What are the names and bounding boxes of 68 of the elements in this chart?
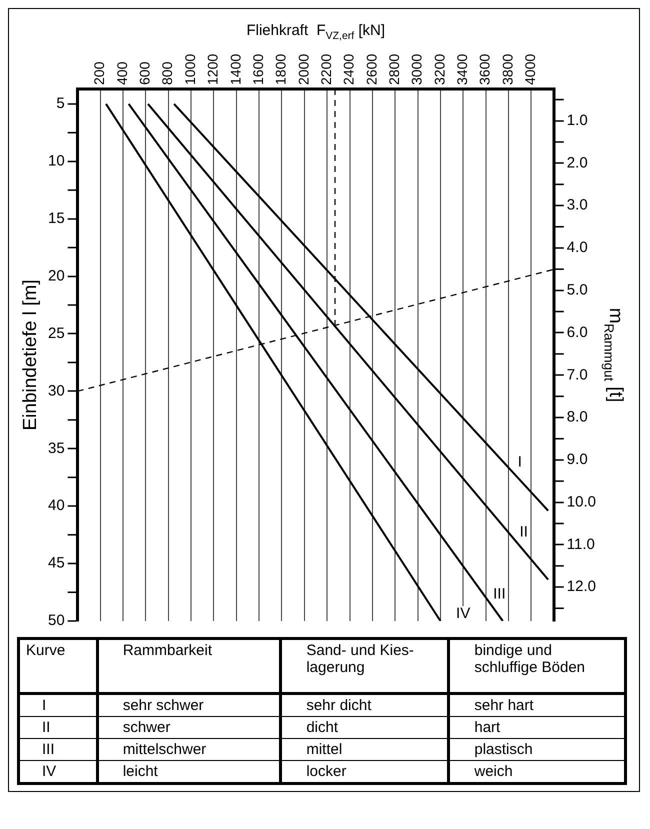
y2-tick-label: 6.0 — [566, 324, 588, 341]
x-tick-label: 200 — [91, 61, 108, 85]
x-tick-label: 2000 — [295, 54, 312, 85]
y2-tick-label: 9.0 — [566, 451, 588, 468]
x-tick-label: 1000 — [182, 54, 198, 85]
text: plastisch — [474, 741, 533, 758]
y-tick-label: 15 — [48, 210, 65, 227]
x-tick-label: 1800 — [272, 54, 289, 85]
x-tick-label: 400 — [114, 61, 130, 85]
y-tick-label: 35 — [48, 440, 65, 457]
annotation: I — [518, 454, 522, 471]
y2-tick-label: 7.0 — [566, 366, 588, 384]
category-label: bindige und schluffige Böden — [474, 642, 585, 676]
y-tick-label: 40 — [48, 497, 65, 514]
y-tick-label: 10 — [48, 152, 65, 170]
x-tick-label: 4000 — [522, 54, 538, 85]
x-tick-label: 2800 — [386, 54, 402, 85]
x-tick-label: 2200 — [318, 54, 334, 85]
y2-tick-label: 10.0 — [566, 493, 596, 510]
annotation: IV — [456, 605, 470, 622]
text: mittel — [306, 741, 342, 758]
x-tick-label: 3800 — [499, 54, 516, 85]
text: IV — [42, 763, 56, 780]
annotation: II — [520, 524, 528, 541]
x-tick-label: 3400 — [454, 54, 470, 85]
y-axis-title: Einbindetiefe l [m] — [20, 279, 42, 431]
x-tick-label: 3000 — [408, 54, 425, 85]
annotation: III — [493, 586, 506, 603]
x-tick-label: 1600 — [250, 54, 266, 85]
y2-tick-label: 12.0 — [566, 578, 596, 596]
y2-tick-label: 3.0 — [566, 196, 588, 214]
y2-tick-label: 4.0 — [566, 239, 588, 256]
x-tick-label: 3200 — [431, 54, 448, 85]
x-tick-label: 1400 — [227, 54, 244, 85]
x-tick-label: 600 — [136, 61, 153, 85]
x-tick-label: 1200 — [204, 54, 221, 85]
x-tick-label: 3600 — [476, 54, 493, 85]
text: sehr hart — [474, 697, 534, 714]
category-label: Kurve — [26, 642, 66, 659]
y2-tick-label: 2.0 — [566, 154, 588, 172]
y-tick-label: 50 — [48, 612, 65, 630]
y-tick-label: 5 — [56, 95, 65, 112]
category-label: Sand- und Kies-lagerung — [306, 642, 414, 676]
y-tick-label: 30 — [48, 382, 65, 400]
y2-tick-label: 11.0 — [566, 536, 595, 553]
y-tick-label: 20 — [48, 267, 65, 284]
x-tick-label: 2400 — [340, 54, 357, 85]
y2-axis-title: mRammgut [t] — [602, 308, 626, 402]
text: weich — [474, 763, 513, 780]
text: sehr schwer — [122, 697, 204, 714]
text: dicht — [306, 719, 338, 736]
x-tick-label: 800 — [159, 61, 176, 85]
text: I — [42, 697, 46, 714]
y2-tick-label: 5.0 — [566, 281, 588, 298]
text: mittelschwer — [122, 741, 206, 758]
text: locker — [306, 763, 346, 780]
text: III — [42, 741, 55, 758]
category-label: Rammbarkeit — [122, 642, 212, 659]
text: leicht — [122, 763, 158, 780]
x-tick-label: 2600 — [363, 54, 380, 85]
text: hart — [474, 719, 500, 736]
y2-tick-label: 8.0 — [566, 408, 588, 426]
text: sehr dicht — [306, 697, 372, 714]
y2-tick-label: 1.0 — [566, 112, 588, 129]
y-tick-label: 45 — [48, 554, 65, 572]
text: schwer — [122, 719, 170, 736]
text: II — [42, 719, 50, 736]
y-tick-label: 25 — [48, 324, 65, 342]
